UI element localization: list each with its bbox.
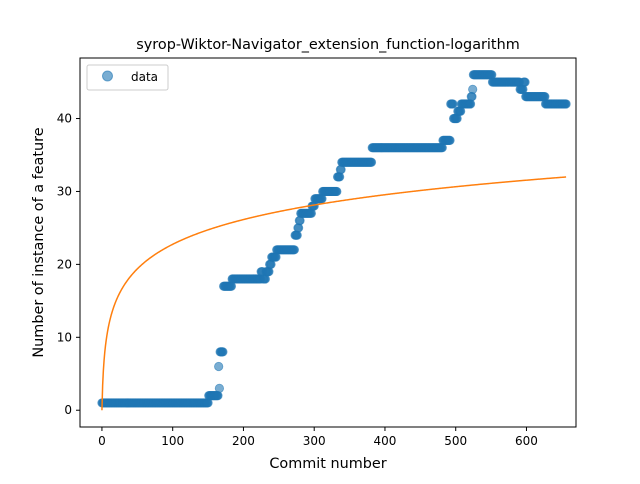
data-point [214, 383, 224, 393]
data-point [332, 186, 342, 197]
fit-line [101, 176, 567, 411]
x-tick-label: 600 [515, 434, 538, 448]
legend-marker-data [102, 70, 113, 82]
data-point [468, 84, 478, 94]
x-axis-ticks: 0 100 200 300 400 500 600 [98, 427, 538, 448]
y-tick-label: 30 [57, 184, 72, 198]
plot-area [97, 70, 571, 411]
y-axis-label: Number of instance of a feature [31, 127, 47, 357]
legend: data [86, 64, 169, 91]
y-axis-ticks: 0 10 20 30 40 [57, 112, 80, 417]
x-tick-label: 100 [161, 434, 184, 448]
data-point [448, 99, 458, 109]
data-point [561, 99, 571, 109]
data-point [289, 245, 299, 255]
data-point [445, 135, 455, 146]
data-point [520, 77, 530, 87]
y-tick-label: 0 [64, 403, 72, 417]
x-tick-label: 300 [303, 434, 326, 448]
fit-series [101, 176, 567, 411]
x-axis-label: Commit number [269, 456, 386, 472]
y-tick-label: 20 [57, 257, 72, 271]
data-series [97, 70, 571, 408]
data-point [218, 347, 228, 357]
x-tick-label: 400 [374, 434, 397, 448]
x-tick-label: 500 [444, 434, 467, 448]
data-point [366, 157, 377, 167]
x-tick-label: 0 [98, 434, 106, 448]
y-tick-label: 40 [57, 112, 72, 126]
y-tick-label: 10 [57, 330, 72, 344]
axes-frame [79, 57, 577, 428]
x-tick-label: 200 [232, 434, 255, 448]
legend-label-data: data [131, 70, 158, 84]
chart-title: syrop-Wiktor-Navigator_extension_functio… [136, 37, 519, 53]
data-point [214, 361, 224, 372]
